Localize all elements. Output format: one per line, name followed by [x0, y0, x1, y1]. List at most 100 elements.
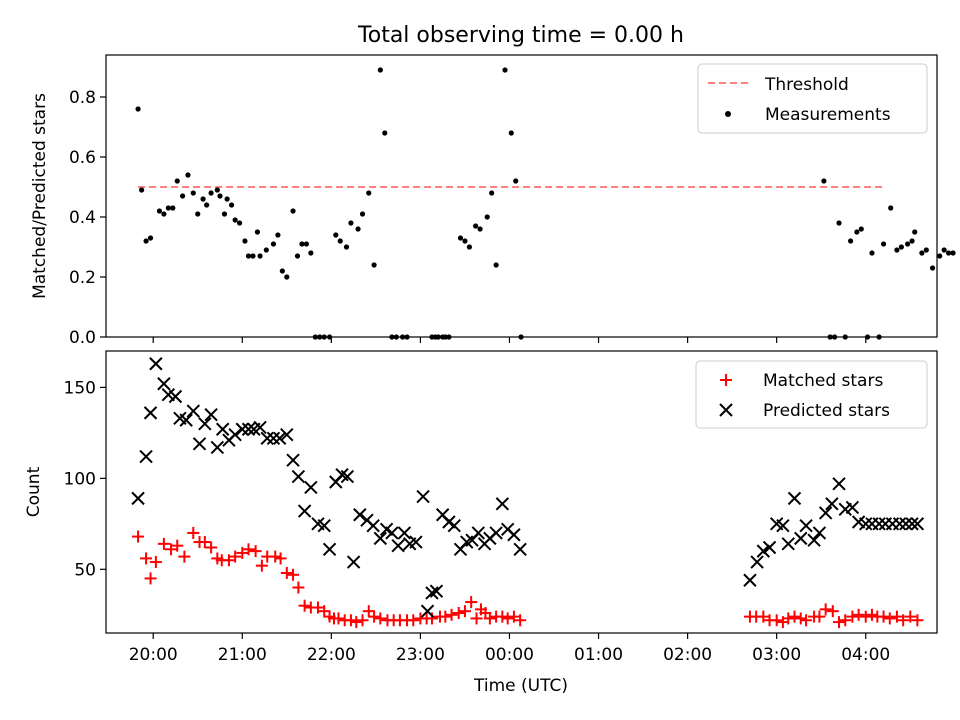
x-tick-label: 03:00	[752, 645, 801, 665]
count-points	[131, 357, 925, 629]
measurement-point	[429, 334, 435, 340]
predicted-point	[186, 404, 200, 418]
measurement-point	[245, 253, 252, 259]
predicted-point	[872, 517, 886, 531]
figure-title: Total observing time = 0.00 h	[357, 23, 684, 48]
measurement-point	[950, 250, 956, 256]
matched-point	[132, 530, 145, 543]
matched-point	[483, 612, 496, 625]
predicted-point	[425, 586, 439, 600]
matched-point	[222, 554, 235, 567]
y-tick-label: 150	[64, 378, 96, 398]
matched-point	[292, 581, 305, 594]
matched-point	[794, 612, 807, 625]
matched-point	[757, 610, 770, 623]
matched-point	[846, 610, 859, 623]
matched-point	[144, 572, 157, 585]
predicted-point	[507, 528, 521, 542]
matched-point	[839, 614, 852, 627]
matched-point	[269, 550, 282, 563]
measurement-point	[836, 220, 842, 226]
matched-point	[911, 614, 924, 627]
legend-predicted-swatch	[719, 403, 733, 417]
matched-point	[445, 608, 458, 621]
matched-point	[883, 612, 896, 625]
predicted-point	[366, 518, 380, 533]
predicted-point	[416, 489, 430, 504]
matched-point	[470, 612, 483, 625]
x-tick-label: 00:00	[485, 645, 534, 665]
measurement-point	[473, 223, 479, 229]
measurement-point	[139, 187, 145, 193]
measurement-point	[359, 211, 366, 217]
matched-point	[198, 536, 211, 549]
matched-point	[171, 539, 184, 552]
predicted-point	[210, 440, 225, 455]
legend-matched-label: Matched stars	[763, 371, 883, 391]
measurement-point	[894, 247, 900, 253]
predicted-point	[787, 491, 802, 506]
measurement-point	[195, 211, 201, 217]
matched-point	[465, 596, 478, 609]
measurement-point	[179, 193, 186, 199]
ratio-legend-box	[697, 63, 928, 134]
predicted-point	[143, 406, 158, 420]
x-tick-label: 22:00	[307, 645, 356, 665]
measurement-point	[909, 238, 915, 244]
matched-point	[865, 608, 878, 621]
predicted-point	[495, 497, 510, 511]
matched-point	[507, 610, 520, 623]
matched-point	[287, 568, 300, 581]
predicted-point	[280, 427, 294, 442]
measurement-point	[435, 334, 441, 340]
y-tick-label: 0.6	[69, 148, 96, 168]
measurement-point	[905, 241, 911, 247]
matched-point	[890, 610, 903, 623]
predicted-point	[447, 518, 461, 533]
predicted-point	[228, 427, 242, 442]
matched-point	[904, 610, 917, 623]
matched-point	[229, 550, 242, 563]
matched-point	[149, 556, 162, 569]
predicted-point	[198, 417, 212, 431]
measurement-point	[279, 268, 285, 274]
predicted-point	[304, 480, 318, 495]
measurement-point	[275, 232, 281, 238]
measurement-point	[366, 190, 372, 196]
count-y-axis-label: Count	[24, 466, 44, 517]
predicted-point	[743, 573, 757, 587]
predicted-point	[168, 389, 183, 404]
predicted-point	[807, 533, 821, 547]
measurement-point	[489, 190, 495, 196]
matched-point	[458, 605, 471, 618]
measurement-point	[156, 208, 163, 214]
measurement-point	[161, 211, 167, 217]
measurement-point	[457, 235, 464, 241]
x-tick-label: 20:00	[129, 645, 178, 665]
measurement-point	[343, 244, 350, 250]
predicted-point	[397, 526, 412, 540]
matched-point	[242, 543, 255, 556]
count-panel: Count Time (UTC) 50 100 150 20:00 21:00 22:0…	[24, 350, 938, 696]
predicted-point	[812, 526, 827, 540]
predicted-point	[756, 544, 771, 558]
ratio-y-axis-label: Matched/Predicted stars	[30, 93, 50, 299]
x-tick-label: 01:00	[574, 645, 623, 665]
measurement-point	[912, 229, 918, 235]
matched-point	[205, 541, 218, 554]
measurement-point	[333, 232, 339, 238]
y-tick-label: 0.8	[69, 88, 96, 108]
measurement-point	[898, 244, 904, 250]
measurement-points	[135, 67, 956, 340]
measurement-point	[326, 334, 333, 340]
predicted-point	[253, 420, 267, 435]
measurement-point	[217, 193, 223, 199]
matched-point	[501, 612, 514, 625]
measurement-point	[945, 250, 952, 256]
predicted-point	[794, 531, 808, 546]
measurement-point	[442, 334, 448, 340]
matched-point	[249, 545, 262, 558]
matched-point	[157, 537, 170, 550]
measurement-point	[242, 238, 248, 244]
measurement-point	[208, 190, 214, 196]
